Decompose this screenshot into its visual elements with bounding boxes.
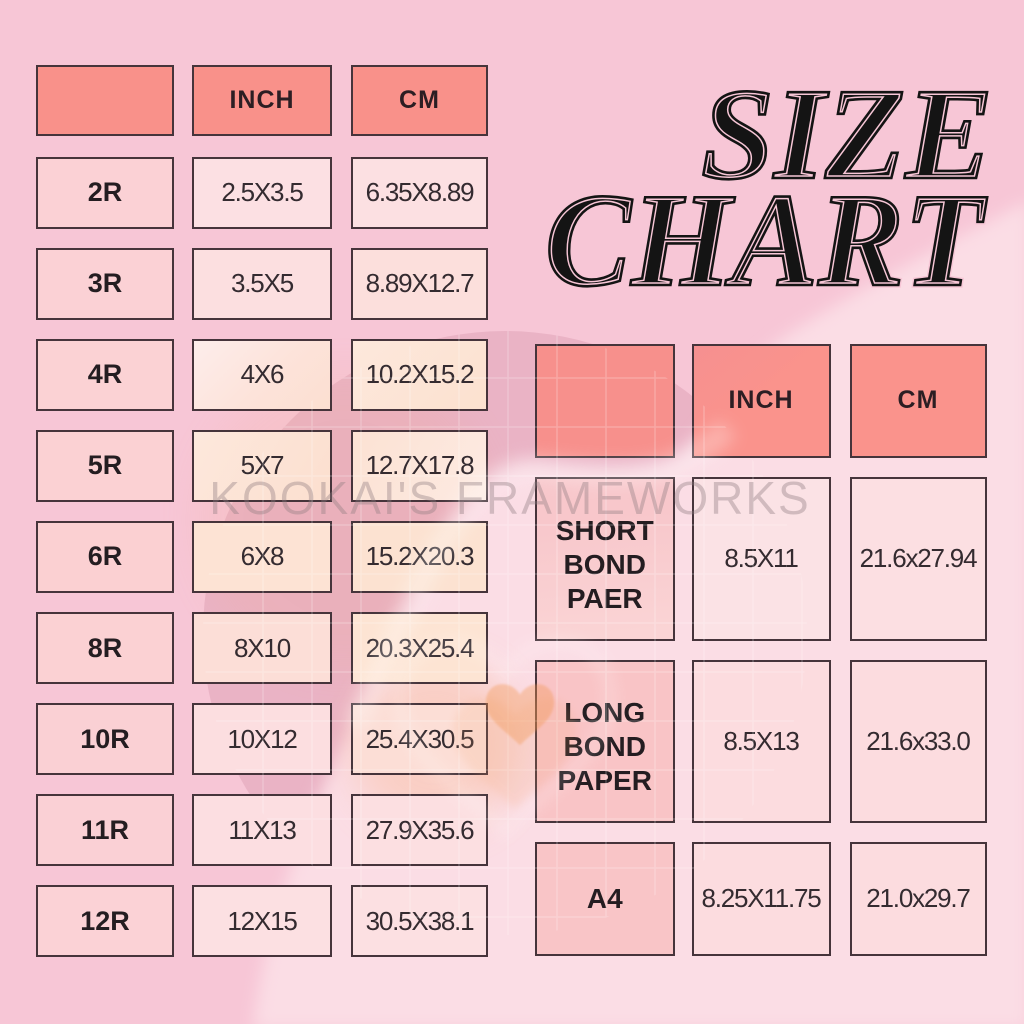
svg-text:KOOKAI'S FRAMEWORKS: KOOKAI'S FRAMEWORKS: [209, 472, 810, 524]
svg-text:CHART: CHART: [545, 166, 988, 314]
svg-text:CHART: CHART: [545, 166, 988, 314]
svg-text:SIZE: SIZE: [701, 62, 993, 207]
svg-text:CHART: CHART: [545, 166, 988, 314]
svg-text:SIZE: SIZE: [701, 62, 993, 207]
svg-text:SIZE: SIZE: [701, 62, 993, 207]
